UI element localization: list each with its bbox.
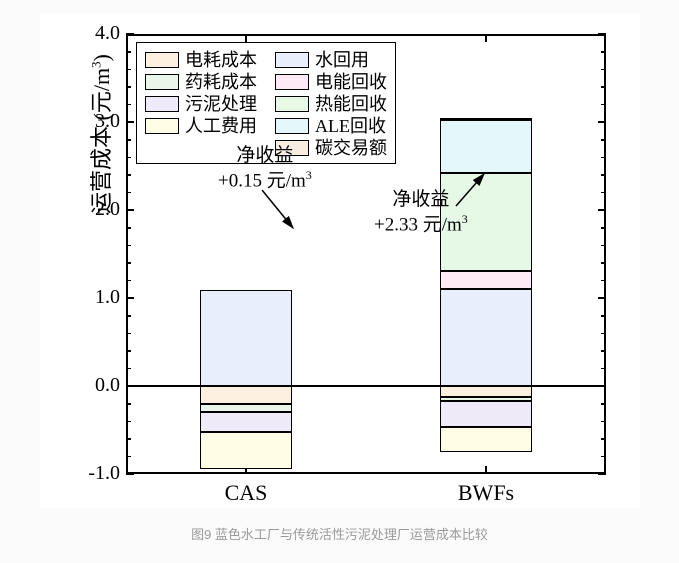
- plot-panel: 运营成本 (元/m3) -1.00.01.02.03.04.0CASBWFs电耗…: [40, 14, 640, 508]
- annotation-arrow: [40, 14, 640, 508]
- chart-figure: 运营成本 (元/m3) -1.00.01.02.03.04.0CASBWFs电耗…: [0, 0, 679, 563]
- figure-caption: 图9 蓝色水工厂与传统活性污泥处理厂运营成本比较: [0, 524, 679, 543]
